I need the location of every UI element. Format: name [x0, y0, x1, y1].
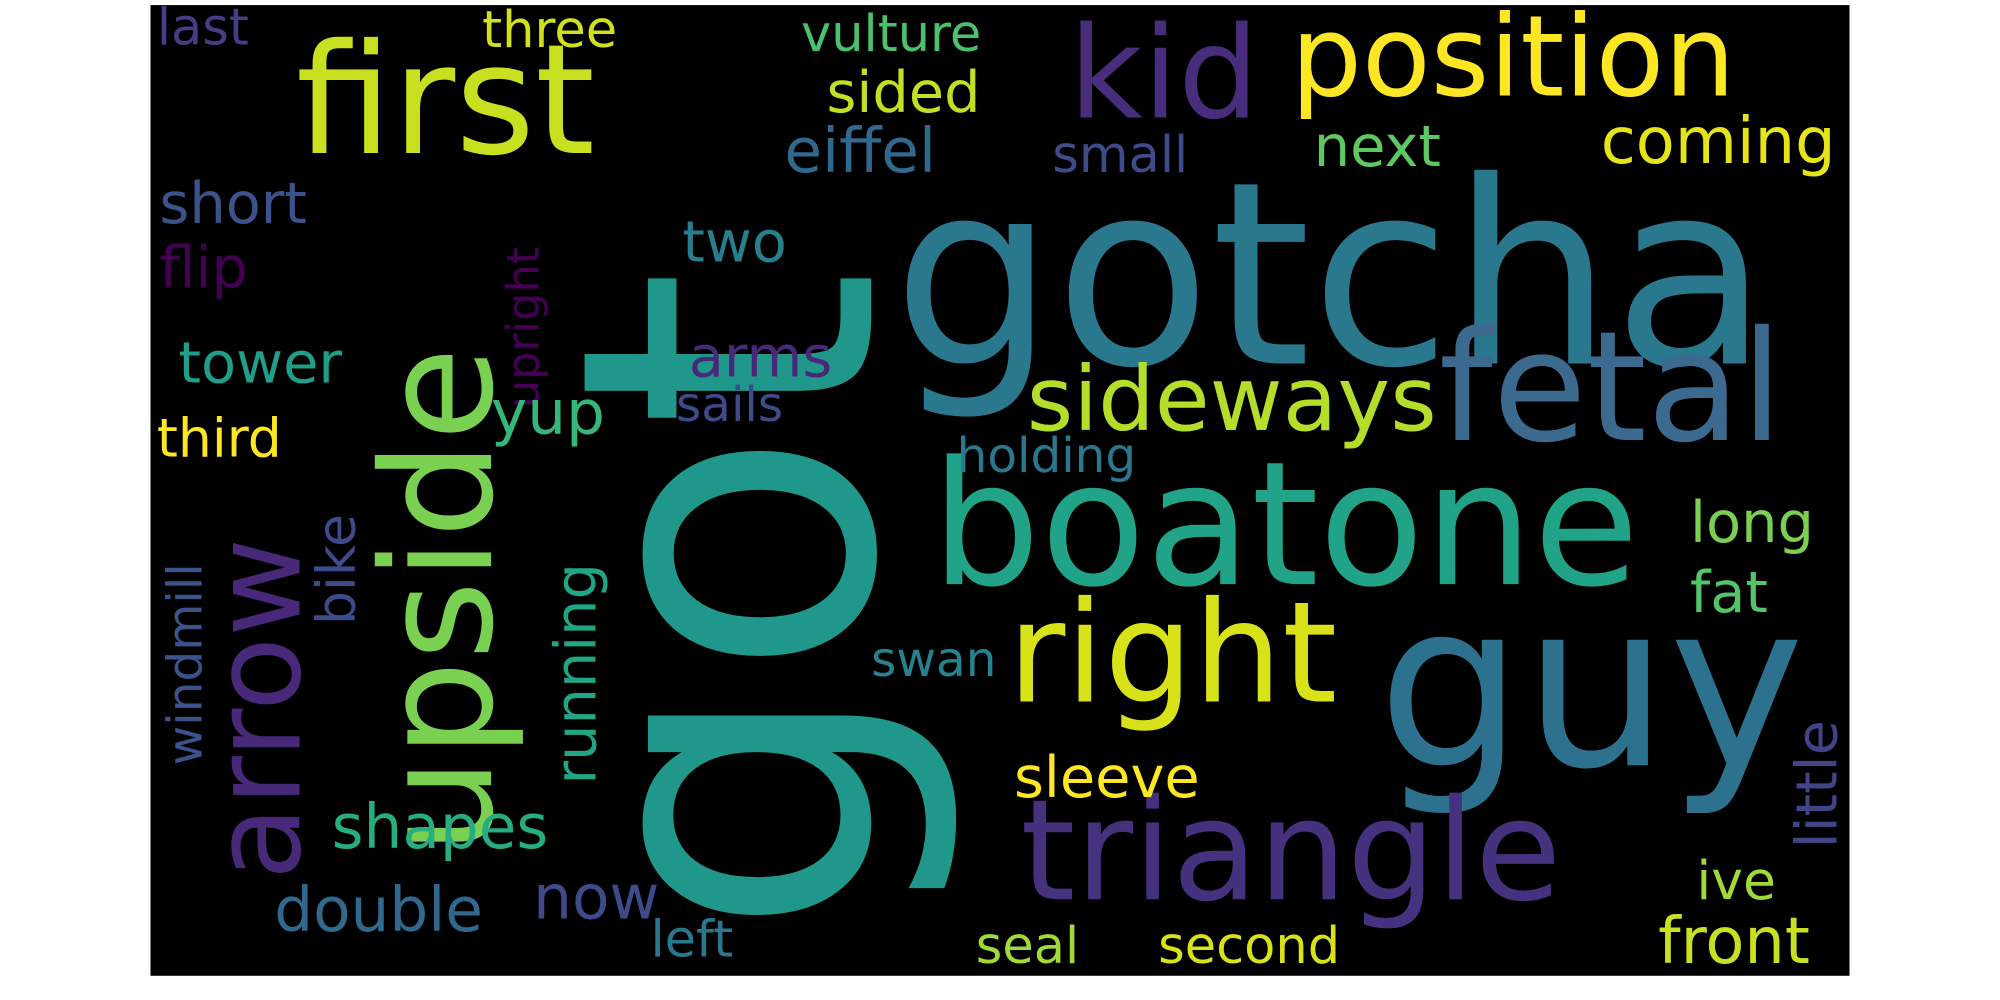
cloud-word: got: [493, 269, 968, 938]
cloud-word: first: [296, 12, 595, 190]
cloud-word: kid: [1069, 0, 1259, 148]
cloud-word: coming: [1601, 105, 1836, 179]
cloud-word: seal: [976, 917, 1079, 976]
cloud-word: last: [157, 0, 249, 58]
cloud-word: running: [543, 563, 610, 784]
cloud-word: arrow: [188, 538, 329, 880]
cloud-word: tower: [179, 330, 343, 397]
cloud-word: sails: [676, 377, 783, 433]
cloud-word: ive: [1696, 849, 1776, 912]
cloud-word: boatone: [931, 424, 1639, 625]
cloud-word: two: [682, 208, 787, 275]
cloud-word: triangle: [1020, 770, 1561, 933]
cloud-word: bike: [305, 514, 368, 625]
cloud-word: windmill: [158, 563, 214, 765]
cloud-word: holding: [957, 428, 1137, 484]
cloud-word: sideways: [1027, 348, 1437, 452]
cloud-background: [150, 5, 1850, 976]
cloud-word: second: [1158, 917, 1340, 976]
cloud-word: double: [274, 875, 483, 946]
cloud-word: next: [1314, 113, 1441, 180]
cloud-word: front: [1658, 905, 1810, 979]
cloud-word: flip: [159, 234, 248, 301]
cloud-word: third: [157, 407, 282, 470]
cloud-word: arms: [689, 323, 833, 390]
cloud-word: fetal: [1439, 299, 1783, 477]
cloud-word: left: [651, 911, 734, 970]
cloud-word: sided: [827, 59, 981, 126]
cloud-word: guy: [1378, 553, 1805, 820]
cloud-word: swan: [871, 632, 996, 688]
cloud-word: shapes: [332, 792, 549, 863]
cloud-word: position: [1291, 0, 1736, 123]
cloud-word: upright: [497, 247, 549, 408]
cloud-word: long: [1690, 489, 1814, 556]
cloud-word: fat: [1690, 559, 1768, 626]
cloud-word: sleeve: [1014, 744, 1200, 811]
cloud-word: upside: [350, 347, 528, 855]
cloud-word: small: [1052, 126, 1188, 185]
cloud-word: three: [482, 1, 617, 60]
cloud-word: gotcha: [893, 128, 1769, 425]
cloud-word: vulture: [801, 5, 981, 64]
cloud-word: yup: [491, 378, 605, 449]
cloud-word: short: [159, 170, 306, 237]
cloud-word: eiffel: [784, 116, 936, 187]
cloud-word: now: [533, 862, 659, 933]
cloud-word: little: [1784, 720, 1851, 848]
cloud-word: right: [1008, 573, 1338, 736]
